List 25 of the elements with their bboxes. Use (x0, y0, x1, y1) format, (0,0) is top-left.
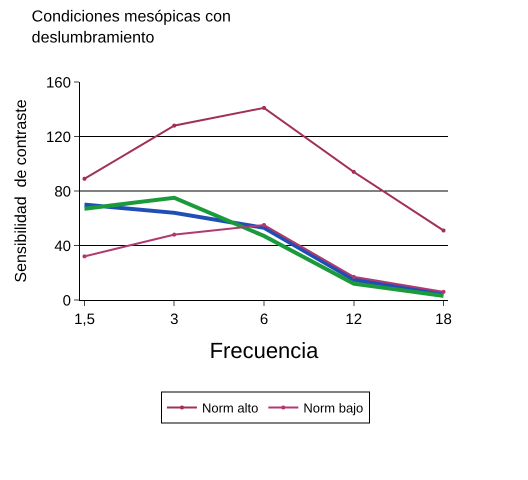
legend-label: Norm bajo (303, 400, 364, 416)
y-axis-title: Sensibilidad de contraste (12, 99, 30, 283)
y-tick-label: 80 (54, 183, 71, 200)
x-axis-title: Frecuencia (210, 338, 320, 363)
point (82, 176, 86, 181)
x-tick-label: 6 (260, 311, 268, 328)
point (82, 254, 86, 258)
point (262, 223, 266, 228)
point (352, 274, 356, 279)
y-tick-label: 0 (62, 292, 71, 310)
x-tick-label: 18 (435, 311, 452, 328)
point (442, 228, 446, 233)
x-tick-label: 12 (345, 311, 362, 328)
chart-title: Condiciones mesópicas con deslumbramiento (32, 8, 231, 46)
y-tick-label: 120 (46, 128, 71, 146)
point (262, 106, 266, 110)
y-tick-label: 160 (46, 74, 71, 92)
point (172, 232, 176, 237)
legend-label: Norm alto (202, 400, 258, 416)
x-tick-label: 3 (170, 311, 178, 328)
y-tick-label: 40 (54, 238, 71, 255)
point (172, 124, 176, 128)
point (352, 170, 356, 174)
point (442, 290, 446, 294)
x-tick-label: 1,5 (74, 311, 95, 328)
